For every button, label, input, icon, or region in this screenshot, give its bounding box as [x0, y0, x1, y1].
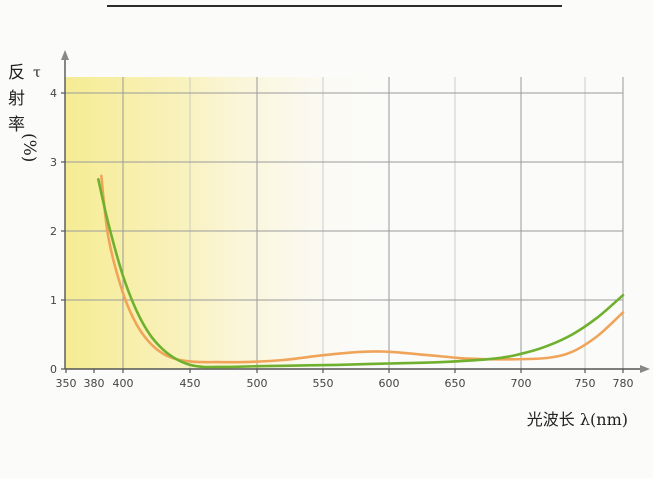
grid-lines	[65, 77, 624, 369]
y-axis-arrow	[61, 50, 69, 60]
x-axis-arrow	[640, 365, 650, 373]
y-tick-label-2: 2	[50, 225, 57, 238]
x-tick-label-450: 450	[180, 377, 201, 390]
y-tick-label-0: 0	[50, 363, 57, 376]
x-tick-label-700: 700	[511, 377, 532, 390]
x-tick-label-380: 380	[84, 377, 105, 390]
ylabel-char-2: 射	[8, 89, 25, 109]
top-rule	[107, 5, 562, 7]
x-tick-label-600: 600	[379, 377, 400, 390]
tick-labels: 0 1 2 3 4 350 380 400 450 500 550 600 650 700 750 780	[50, 87, 634, 390]
x-tick-label-500: 500	[247, 377, 268, 390]
x-tick-label-650: 650	[445, 377, 466, 390]
y-tick-label-3: 3	[50, 156, 57, 169]
y-tick-label-4: 4	[50, 87, 57, 100]
plot-highlight-band	[65, 77, 389, 369]
x-tick-label-400: 400	[113, 377, 134, 390]
x-tick-label-750: 750	[575, 377, 596, 390]
y-tick-label-1: 1	[50, 294, 57, 307]
y-symbol-tau: τ	[33, 65, 41, 81]
x-tick-label-780: 780	[613, 377, 634, 390]
ylabel-char-1: 反	[8, 63, 25, 83]
series-line-0	[97, 178, 625, 369]
series-lines	[97, 174, 625, 369]
ylabel-char-3: 率	[8, 115, 25, 135]
series-line-1	[100, 174, 625, 364]
x-tick-label-350: 350	[56, 377, 77, 390]
x-axis-label: 光波长 λ(nm)	[527, 410, 628, 429]
x-tick-label-550: 550	[313, 377, 334, 390]
axes	[61, 50, 650, 373]
ylabel-char-4: (%)	[19, 133, 39, 162]
axis-labels: 反 射 率 (%) τ 光波长 λ(nm)	[8, 63, 628, 429]
